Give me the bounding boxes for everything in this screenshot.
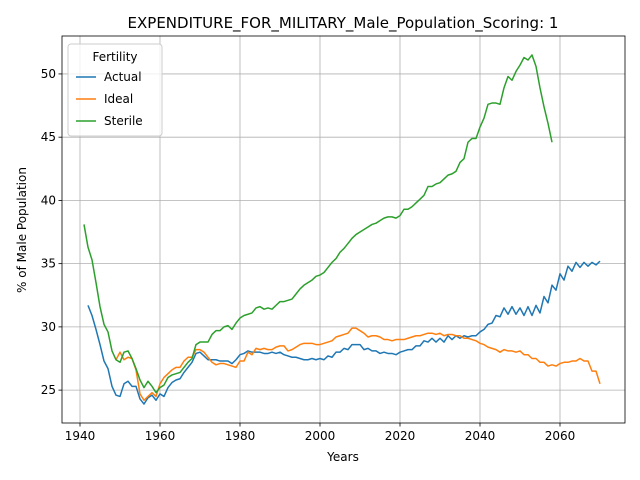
x-tick-label: 2000 <box>305 429 336 443</box>
legend-label: Actual <box>104 70 142 84</box>
y-tick-label: 50 <box>41 67 56 81</box>
x-axis-label: Years <box>326 450 359 464</box>
y-axis-label: % of Male Population <box>15 167 29 293</box>
legend-label: Sterile <box>104 114 143 128</box>
x-tick-label: 2060 <box>545 429 576 443</box>
x-tick-label: 1980 <box>225 429 256 443</box>
axes-frame <box>61 35 626 424</box>
legend-box <box>67 43 163 137</box>
legend-title: Fertility <box>92 50 137 64</box>
line-series <box>115 327 601 401</box>
x-tick-label: 1960 <box>145 429 176 443</box>
y-tick-label: 25 <box>41 383 56 397</box>
chart-title: EXPENDITURE_FOR_MILITARY_Male_Population… <box>128 14 559 33</box>
y-tick-label: 30 <box>41 320 56 334</box>
y-tick-label: 40 <box>41 193 56 207</box>
x-tick-label: 2020 <box>385 429 416 443</box>
y-tick-label: 35 <box>41 257 56 271</box>
y-tick-label: 45 <box>41 130 56 144</box>
line-series <box>83 54 553 394</box>
legend-label: Ideal <box>104 92 133 106</box>
x-tick-label: 2040 <box>465 429 496 443</box>
line-series <box>87 260 601 405</box>
x-tick-label: 1940 <box>65 429 96 443</box>
legend: Fertility Actual Ideal Sterile <box>67 43 163 137</box>
